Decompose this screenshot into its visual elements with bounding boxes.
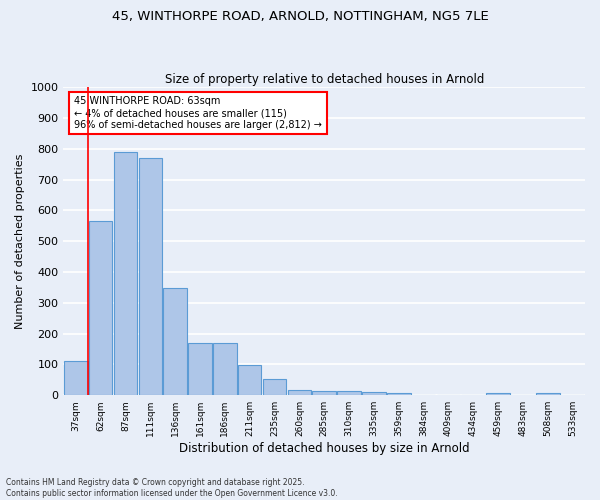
Bar: [238, 366, 262, 395]
Bar: [313, 391, 336, 395]
Bar: [89, 221, 112, 395]
Bar: [287, 390, 311, 395]
Bar: [64, 360, 88, 395]
Bar: [337, 391, 361, 395]
Bar: [114, 152, 137, 395]
Bar: [362, 392, 386, 395]
Y-axis label: Number of detached properties: Number of detached properties: [15, 154, 25, 329]
Bar: [188, 344, 212, 395]
Title: Size of property relative to detached houses in Arnold: Size of property relative to detached ho…: [164, 73, 484, 86]
Bar: [263, 379, 286, 395]
Bar: [139, 158, 162, 395]
X-axis label: Distribution of detached houses by size in Arnold: Distribution of detached houses by size …: [179, 442, 470, 455]
Text: Contains HM Land Registry data © Crown copyright and database right 2025.
Contai: Contains HM Land Registry data © Crown c…: [6, 478, 338, 498]
Text: 45, WINTHORPE ROAD, ARNOLD, NOTTINGHAM, NG5 7LE: 45, WINTHORPE ROAD, ARNOLD, NOTTINGHAM, …: [112, 10, 488, 23]
Bar: [387, 392, 410, 395]
Text: 45 WINTHORPE ROAD: 63sqm
← 4% of detached houses are smaller (115)
96% of semi-d: 45 WINTHORPE ROAD: 63sqm ← 4% of detache…: [74, 96, 322, 130]
Bar: [213, 344, 236, 395]
Bar: [536, 393, 560, 395]
Bar: [486, 393, 510, 395]
Bar: [163, 288, 187, 395]
